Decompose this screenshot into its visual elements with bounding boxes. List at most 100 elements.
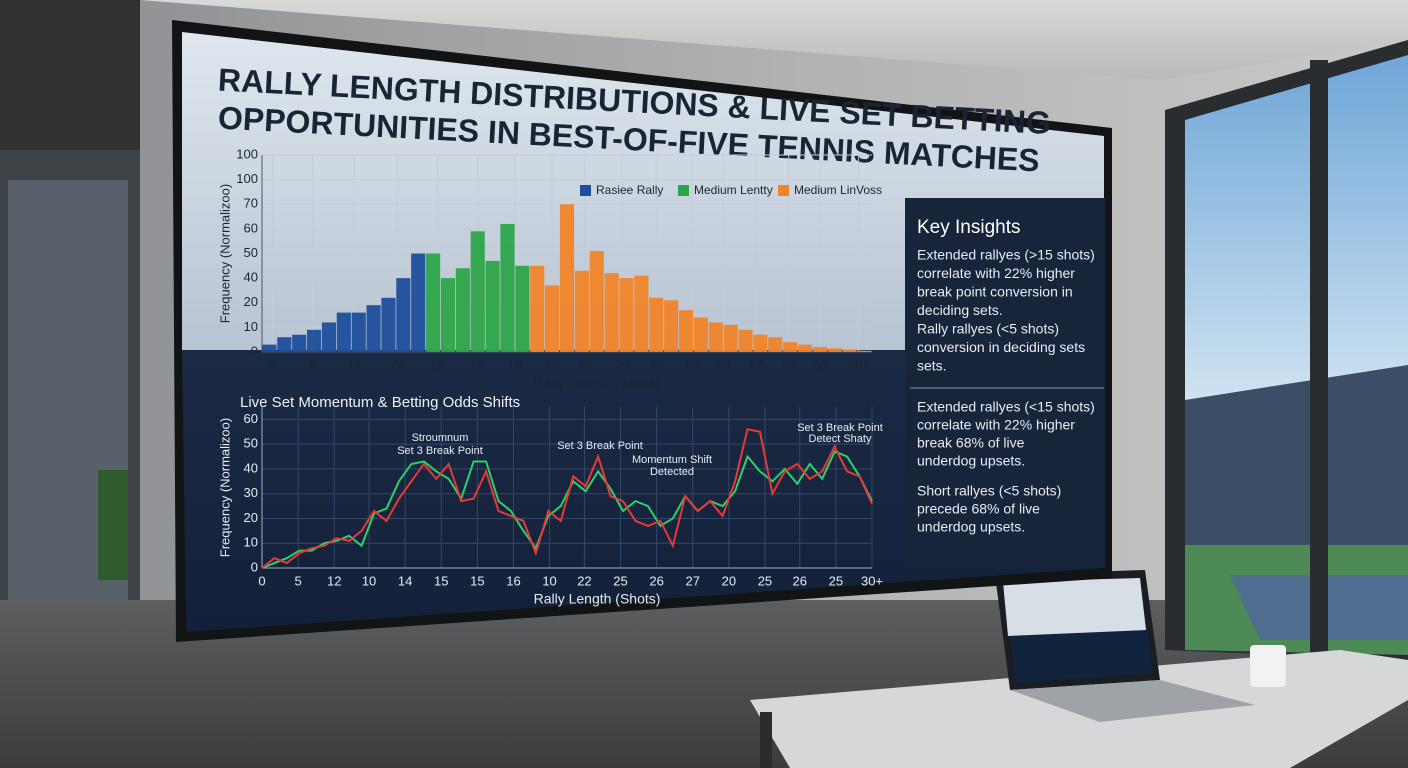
x-tick-label: 16 (508, 357, 522, 372)
chart-subtitle: Live Set Momentum & Betting Odds Shifts (240, 394, 520, 411)
y-tick-label: 50 (244, 436, 258, 451)
insight-line: underdog upsets. (917, 519, 1025, 535)
x-tick-label: 12 (347, 357, 361, 372)
x-tick-label: 5 (294, 573, 301, 588)
bar (693, 317, 708, 352)
y-tick-label: 10 (244, 319, 258, 334)
x-tick-label: 0 (258, 573, 265, 588)
bar (381, 297, 396, 352)
annotation: Detected (650, 466, 694, 478)
annotation: Set 3 Break Point (557, 440, 643, 452)
bar (262, 344, 277, 352)
insight-line: underdog upsets. (917, 453, 1025, 469)
insight-line: correlate with 22% higher (917, 265, 1075, 281)
x-tick-label: 16 (506, 573, 520, 588)
y-tick-label: 40 (244, 270, 258, 285)
insight-line: break 68% of live (917, 435, 1025, 451)
x-axis-title: Rally Length (Shots) (534, 591, 661, 607)
bar (336, 312, 351, 352)
y-tick-label: 30 (244, 485, 258, 500)
bar (783, 342, 798, 352)
series-line (261, 428, 873, 569)
bar (411, 253, 426, 352)
x-tick-label: 15 (545, 357, 559, 372)
bar (634, 275, 649, 352)
bar (351, 312, 366, 352)
display-lower (182, 350, 1104, 632)
y-tick-label: 20 (244, 510, 258, 525)
charts: RALLY LENGTH DISTRIBUTIONS & LIVE SET BE… (217, 61, 1052, 606)
x-tick-label: 10 (362, 573, 376, 588)
x-tick-label: 25 (758, 573, 772, 588)
bar (500, 223, 515, 352)
bar (738, 329, 753, 352)
legend-label: Medium Lentty (694, 183, 773, 197)
bar (396, 278, 411, 352)
annotation: Set 3 Break Point (797, 422, 883, 434)
insight-line: Extended rallyes (>15 shots) (917, 247, 1095, 263)
x-tick-label: 25 (613, 573, 627, 588)
x-tick-label: 30 (813, 357, 827, 372)
x-tick-label: 10 (542, 573, 556, 588)
x-tick-label: 27 (686, 573, 700, 588)
x-tick-label: 20 (615, 357, 629, 372)
sky (1185, 55, 1408, 420)
x-tick-label: 15 (470, 573, 484, 588)
insight-line: conversion in deciding sets (917, 339, 1085, 355)
bar (753, 334, 768, 352)
y-tick-label: 50 (244, 245, 258, 260)
y-tick-label: 70 (244, 196, 258, 211)
legend-swatch (580, 185, 591, 196)
legend-swatch (778, 185, 789, 196)
x-tick-label: 30+ (861, 573, 883, 588)
x-tick-label: 15 (434, 573, 448, 588)
stands (1185, 365, 1408, 545)
bar (515, 265, 530, 352)
insights-panel (905, 198, 1105, 568)
mug (1250, 645, 1286, 687)
bar (307, 329, 322, 352)
bar (574, 270, 589, 352)
insights-heading: Key Insights (917, 217, 1021, 238)
x-tick-label: 26 (649, 573, 663, 588)
insight-line: Rally rallyes (<5 shots) (917, 321, 1059, 337)
bar (321, 322, 337, 352)
bar (678, 310, 694, 352)
y-tick-label: 10 (244, 535, 258, 550)
x-tick-label: 0 (269, 357, 276, 372)
mullion (1310, 60, 1328, 660)
insight-line: precede 68% of live (917, 501, 1040, 517)
x-tick-label: 10 (578, 357, 592, 372)
x-tick-label: 20 (722, 573, 736, 588)
legend-swatch (678, 185, 689, 196)
x-tick-label: 25 (716, 357, 730, 372)
bar (842, 349, 857, 352)
bar (857, 350, 872, 352)
y-tick-label: 0 (251, 559, 258, 574)
insight-line: Short rallyes (<5 shots) (917, 483, 1061, 499)
laptop-upper (1003, 578, 1146, 636)
bar (530, 265, 545, 352)
annotation: Stroumnum (412, 432, 469, 444)
y-axis-title: Frequency (Normalizoo) (217, 418, 232, 557)
insight-line: correlate with 22% higher (917, 417, 1075, 433)
bar (366, 305, 381, 352)
laptop-base (1010, 680, 1255, 722)
annotation: Set 3 Break Point (397, 445, 483, 457)
x-tick-label: 14 (398, 573, 412, 588)
bar (485, 260, 500, 352)
x-tick-label: 12 (327, 573, 341, 588)
x-tick-label: 15 (470, 357, 484, 372)
plant (98, 470, 128, 580)
bar (604, 273, 619, 352)
x-tick-label: 26 (793, 573, 807, 588)
x-tick-label: 15 (430, 357, 444, 372)
bar (440, 278, 456, 352)
y-tick-label: 0 (251, 343, 258, 358)
bar (559, 204, 575, 352)
annotation: Detect Shaty (809, 433, 872, 445)
bar (723, 324, 738, 352)
bar (455, 268, 470, 352)
